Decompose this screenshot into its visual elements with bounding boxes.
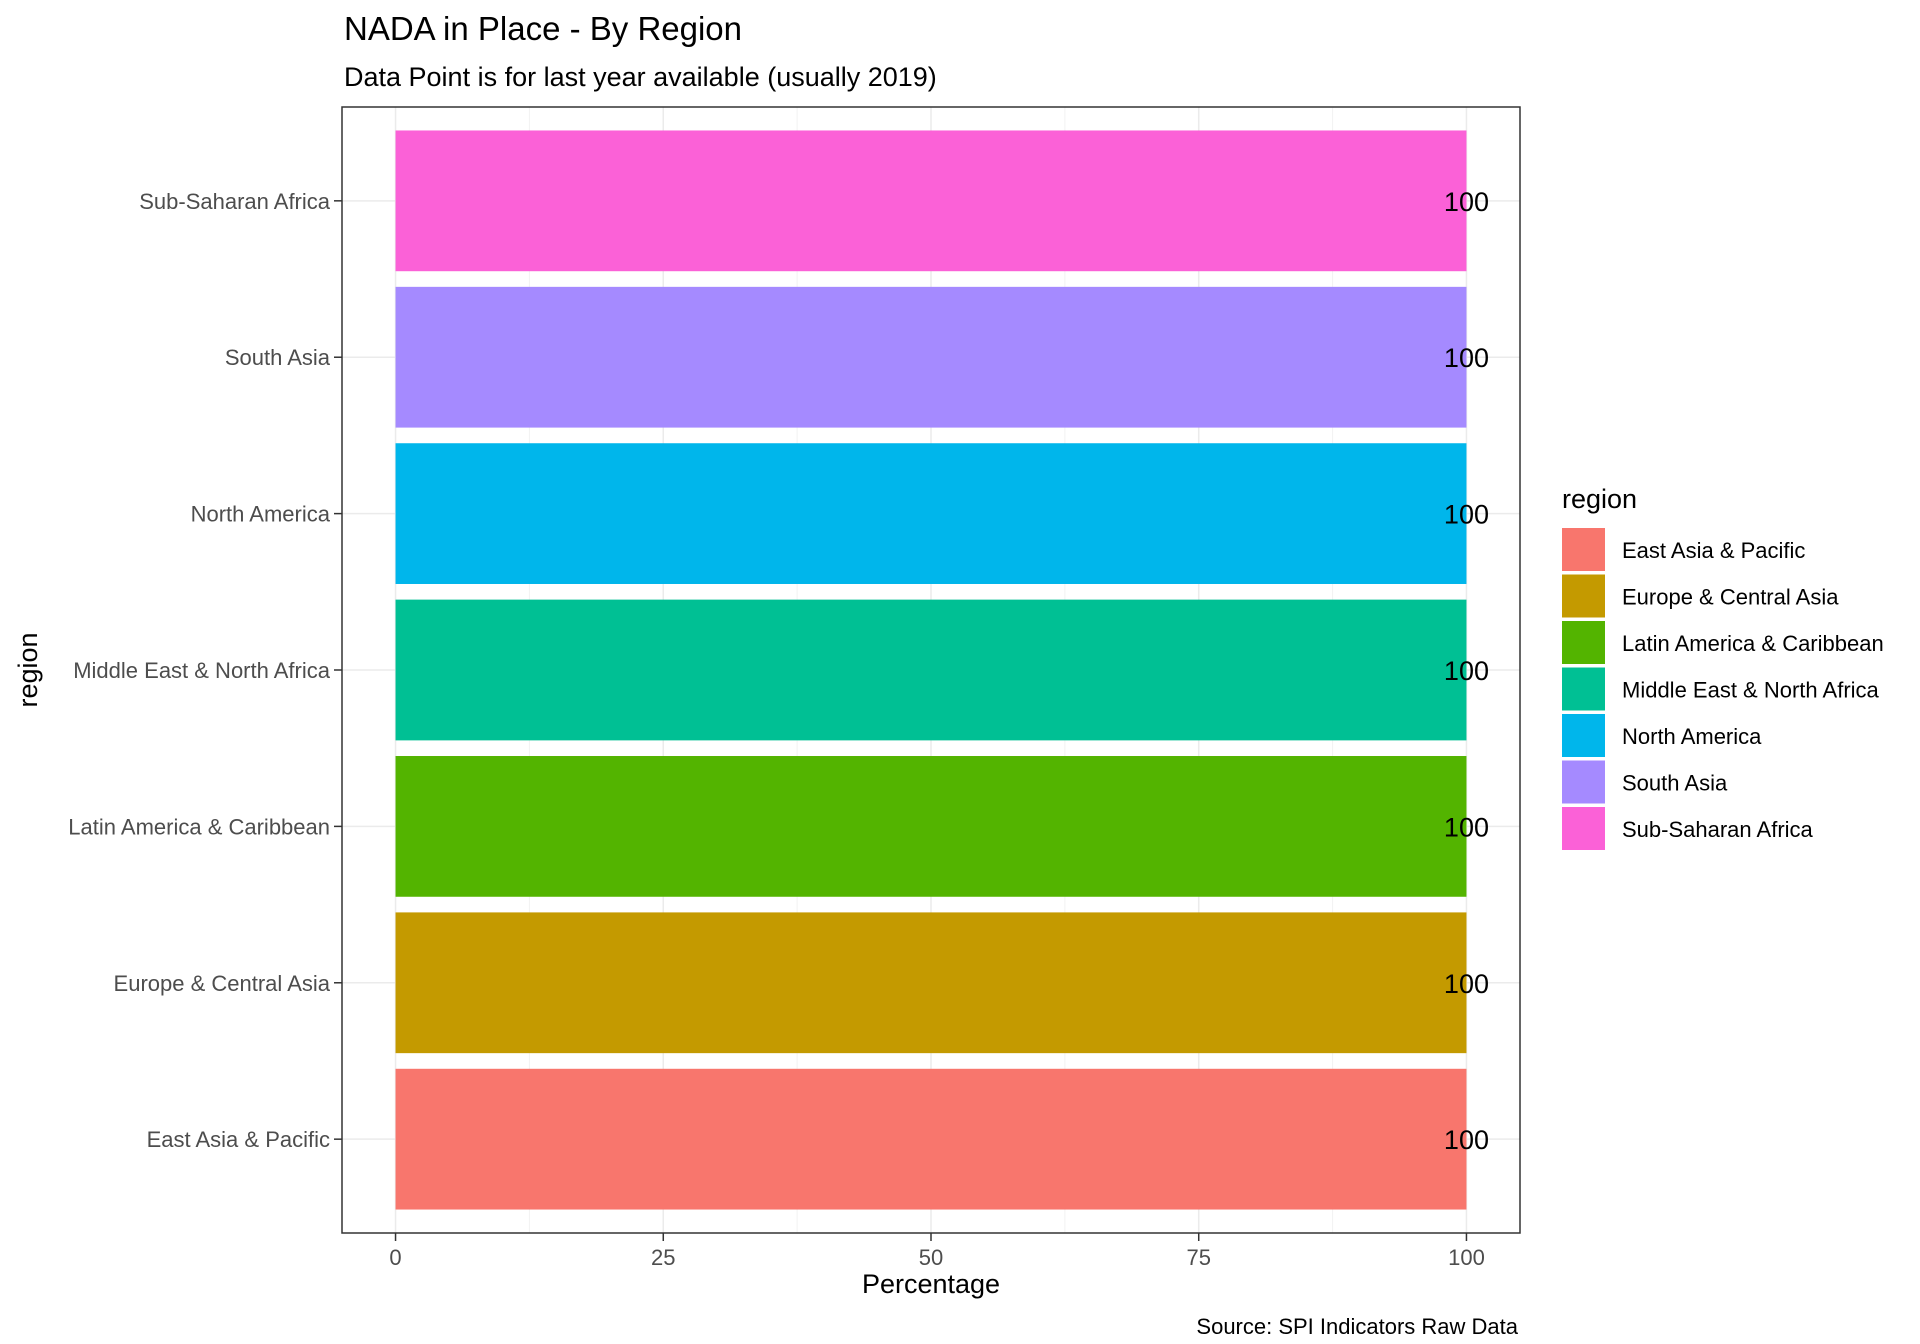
legend-key xyxy=(1562,714,1605,757)
data-label: 100 xyxy=(1444,500,1489,530)
legend-title: region xyxy=(1562,484,1637,514)
legend-key xyxy=(1562,574,1605,618)
data-label: 100 xyxy=(1444,1125,1489,1155)
legend-key xyxy=(1562,667,1605,711)
y-tick-label: Sub-Saharan Africa xyxy=(139,189,331,214)
legend-label: Latin America & Caribbean xyxy=(1622,631,1884,656)
legend-key xyxy=(1562,528,1605,571)
y-tick-label: East Asia & Pacific xyxy=(147,1127,330,1152)
x-tick-label: 0 xyxy=(389,1245,401,1270)
legend-label: Middle East & North Africa xyxy=(1622,678,1880,703)
y-tick-label: Middle East & North Africa xyxy=(73,658,331,683)
bar xyxy=(395,756,1467,897)
data-label: 100 xyxy=(1444,812,1489,842)
data-label: 100 xyxy=(1444,969,1489,999)
y-axis: East Asia & Pacific Europe & Central Asia… xyxy=(68,189,342,1152)
x-tick-label: 75 xyxy=(1186,1245,1210,1270)
y-tick-label: South Asia xyxy=(225,345,331,370)
chart-subtitle: Data Point is for last year available (u… xyxy=(344,62,937,92)
x-axis-title: Percentage xyxy=(862,1269,1000,1299)
y-tick-label: Latin America & Caribbean xyxy=(68,814,330,839)
legend-key xyxy=(1562,760,1605,804)
legend-key xyxy=(1562,807,1605,850)
chart-title: NADA in Place - By Region xyxy=(344,10,742,47)
legend-items: East Asia & Pacific Europe & Central Asia… xyxy=(1562,528,1884,850)
bars xyxy=(395,130,1467,1210)
bar xyxy=(395,286,1467,428)
chart-caption: Source: SPI Indicators Raw Data xyxy=(1196,1314,1518,1339)
bar xyxy=(395,912,1467,1054)
bar xyxy=(395,130,1467,272)
x-axis: 0 25 50 75 100 xyxy=(389,1233,1485,1270)
legend-key xyxy=(1562,621,1605,664)
y-tick-label: Europe & Central Asia xyxy=(114,971,331,996)
data-labels: 100 100 100 100 100 100 100 xyxy=(1444,187,1489,1155)
y-tick-label: North America xyxy=(191,502,331,527)
y-axis-title: region xyxy=(13,632,43,707)
legend-label: South Asia xyxy=(1622,771,1728,796)
data-label: 100 xyxy=(1444,656,1489,686)
plot-area: 100 100 100 100 100 100 100 xyxy=(341,106,1521,1234)
legend: region East Asia & Pacific Europe & Centr… xyxy=(1562,484,1884,850)
bar xyxy=(395,599,1467,741)
data-label: 100 xyxy=(1444,343,1489,373)
legend-label: Sub-Saharan Africa xyxy=(1622,817,1814,842)
x-tick-label: 25 xyxy=(651,1245,675,1270)
data-label: 100 xyxy=(1444,187,1489,217)
bar xyxy=(395,1068,1467,1210)
x-tick-label: 50 xyxy=(919,1245,943,1270)
x-tick-label: 100 xyxy=(1448,1245,1485,1270)
legend-label: North America xyxy=(1622,724,1762,749)
legend-label: East Asia & Pacific xyxy=(1622,538,1805,563)
legend-label: Europe & Central Asia xyxy=(1622,585,1839,610)
bar xyxy=(395,443,1467,584)
